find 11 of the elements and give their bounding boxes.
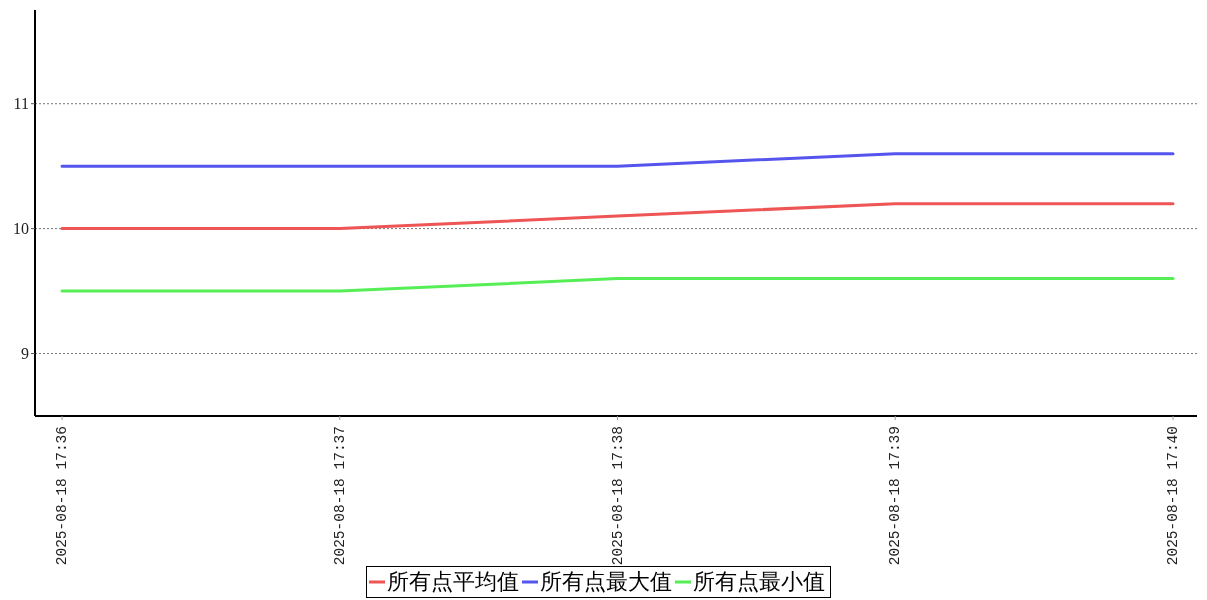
y-tick-label: 9 bbox=[21, 345, 29, 363]
y-tick-label: 10 bbox=[13, 220, 29, 238]
x-tick-label: 2025-08-18 17:36 bbox=[54, 426, 70, 566]
legend-label: 所有点最小值 bbox=[693, 568, 825, 596]
legend-label: 所有点最大值 bbox=[540, 568, 672, 596]
x-tick-label: 2025-08-18 17:40 bbox=[1165, 426, 1181, 566]
x-tick-label: 2025-08-18 17:39 bbox=[887, 426, 904, 566]
legend-label: 所有点平均值 bbox=[387, 568, 519, 596]
y-tick-label: 11 bbox=[13, 95, 29, 113]
x-tick-label: 2025-08-18 17:37 bbox=[331, 426, 348, 566]
x-tick-label: 2025-08-18 17:38 bbox=[609, 426, 626, 566]
